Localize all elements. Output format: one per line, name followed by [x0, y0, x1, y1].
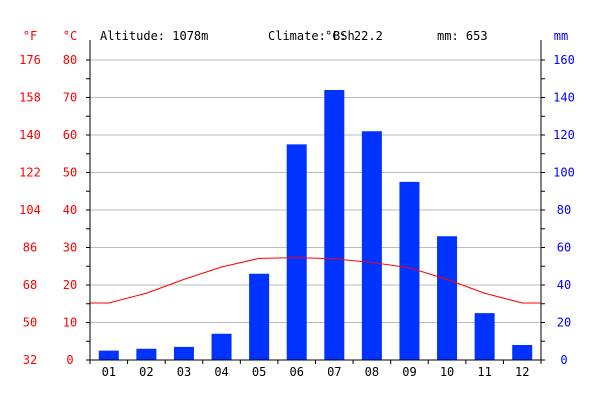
precip-bar [211, 333, 232, 360]
celsius-tick-label: 20 [63, 278, 77, 292]
fahrenheit-tick-label: 50 [23, 316, 37, 330]
month-label: 06 [289, 365, 303, 379]
precip-bar [512, 345, 533, 360]
month-label: 07 [327, 365, 341, 379]
precipitation-total-label: mm: 653 [437, 29, 488, 43]
mm-tick-label: 40 [557, 278, 571, 292]
axes [86, 40, 545, 364]
celsius-tick-label: 70 [63, 91, 77, 105]
precip-bar [98, 350, 119, 360]
fahrenheit-tick-label: 140 [19, 128, 41, 142]
month-label: 09 [402, 365, 416, 379]
mm-unit-label: mm [554, 29, 568, 43]
month-label: 05 [252, 365, 266, 379]
fahrenheit-unit-label: °F [23, 29, 37, 43]
precip-bar [173, 346, 194, 360]
fahrenheit-tick-label: 104 [19, 203, 41, 217]
fahrenheit-tick-label: 32 [23, 353, 37, 367]
fahrenheit-tick-label: 68 [23, 278, 37, 292]
mm-tick-label: 120 [553, 128, 575, 142]
temperature-mean-label: °C: 22.2 [325, 29, 383, 43]
climate-label: Climate: BSh [268, 29, 355, 43]
gridlines [90, 59, 541, 323]
precip-bar [249, 273, 270, 360]
precip-bar [399, 181, 420, 360]
month-label: 04 [214, 365, 228, 379]
month-label: 01 [102, 365, 116, 379]
month-label: 10 [440, 365, 454, 379]
mm-tick-label: 140 [553, 91, 575, 105]
precip-bar [437, 236, 458, 360]
mm-tick-label: 60 [557, 241, 571, 255]
precip-bar [136, 348, 157, 360]
celsius-unit-label: °C [63, 29, 77, 43]
mm-tick-label: 0 [560, 353, 567, 367]
celsius-tick-label: 10 [63, 316, 77, 330]
mm-tick-label: 20 [557, 316, 571, 330]
celsius-tick-label: 40 [63, 203, 77, 217]
precip-bar [474, 313, 495, 360]
celsius-tick-label: 60 [63, 128, 77, 142]
month-label: 11 [477, 365, 491, 379]
fahrenheit-tick-label: 86 [23, 241, 37, 255]
celsius-tick-label: 0 [66, 353, 73, 367]
mm-tick-label: 100 [553, 166, 575, 180]
month-label: 12 [515, 365, 529, 379]
precip-bar [324, 90, 345, 360]
month-label: 02 [139, 365, 153, 379]
mm-tick-label: 160 [553, 53, 575, 67]
altitude-label: Altitude: 1078m [100, 29, 208, 43]
mm-tick-label: 80 [557, 203, 571, 217]
celsius-tick-label: 30 [63, 241, 77, 255]
precip-bar [361, 131, 382, 360]
precip-bar [286, 144, 307, 360]
precipitation-bars [98, 90, 533, 360]
celsius-tick-label: 80 [63, 53, 77, 67]
fahrenheit-tick-label: 158 [19, 91, 41, 105]
fahrenheit-tick-label: 176 [19, 53, 41, 67]
month-label: 08 [365, 365, 379, 379]
temperature-line [90, 257, 541, 304]
celsius-tick-label: 50 [63, 166, 77, 180]
month-label: 03 [177, 365, 191, 379]
fahrenheit-tick-label: 122 [19, 166, 41, 180]
